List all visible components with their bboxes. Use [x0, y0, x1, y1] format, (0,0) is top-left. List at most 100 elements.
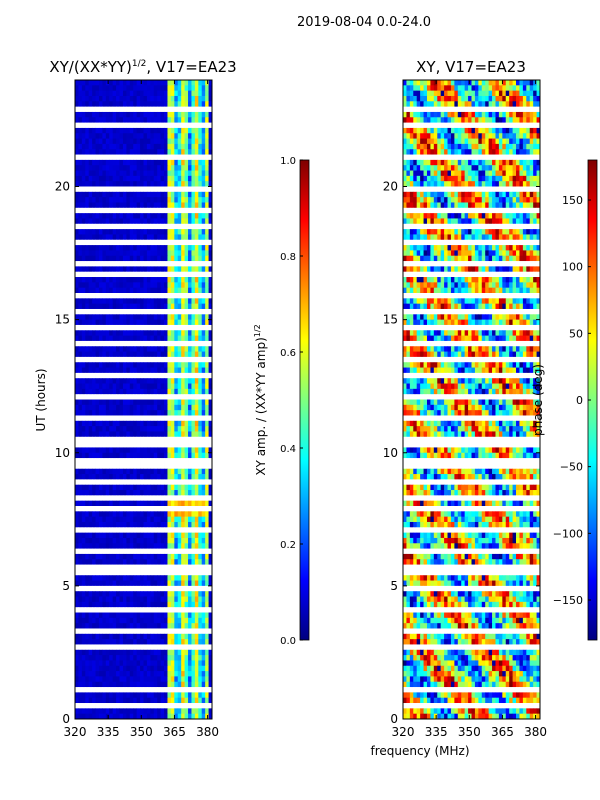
- left-heatmap-cell: [119, 543, 124, 550]
- left-heatmap-cell: [95, 85, 100, 92]
- left-heatmap-cell: [109, 277, 114, 283]
- left-heatmap-cell: [88, 383, 93, 390]
- left-heatmap-cell: [78, 394, 83, 400]
- left-heatmap-cell: [160, 271, 165, 278]
- left-heatmap-cell: [81, 671, 86, 677]
- left-heatmap-cell: [164, 633, 168, 640]
- left-heatmap-cell: [177, 324, 182, 331]
- left-heatmap-cell: [116, 202, 120, 209]
- left-heatmap-cell: [170, 681, 175, 688]
- left-heatmap-cell: [201, 293, 206, 299]
- left-heatmap-cell: [184, 207, 189, 214]
- left-heatmap-cell: [143, 239, 148, 246]
- left-heatmap-cell: [119, 591, 124, 597]
- left-heatmap-cell: [167, 681, 172, 688]
- left-heatmap-cell: [181, 293, 185, 299]
- left-heatmap-cell: [143, 250, 148, 257]
- left-heatmap-cell: [122, 580, 127, 587]
- left-heatmap-cell: [208, 234, 212, 241]
- left-heatmap-cell: [160, 591, 165, 597]
- left-heatmap-cell: [146, 159, 151, 166]
- left-heatmap-cell: [194, 628, 199, 635]
- left-heatmap-cell: [140, 543, 144, 550]
- left-heatmap-cell: [157, 266, 162, 273]
- left-heatmap-cell: [198, 633, 203, 640]
- left-heatmap-cell: [188, 383, 192, 390]
- right-heatmap-cell: [522, 80, 527, 86]
- left-heatmap-cell: [75, 559, 79, 565]
- left-heatmap-cell: [140, 90, 144, 97]
- left-heatmap-cell: [181, 601, 185, 608]
- left-heatmap-cell: [160, 697, 165, 704]
- left-heatmap-cell: [191, 463, 196, 470]
- left-heatmap-cell: [191, 474, 196, 480]
- left-heatmap-cell: [143, 85, 148, 92]
- left-heatmap-cell: [140, 372, 144, 379]
- left-heatmap-cell: [201, 660, 206, 667]
- left-heatmap-cell: [164, 218, 168, 225]
- left-heatmap-cell: [126, 261, 131, 267]
- left-heatmap-cell: [119, 484, 124, 491]
- left-heatmap-cell: [208, 85, 212, 92]
- left-heatmap-cell: [191, 639, 196, 645]
- left-heatmap-cell: [201, 404, 206, 411]
- left-heatmap-cell: [157, 213, 162, 219]
- left-heatmap-cell: [157, 511, 162, 518]
- left-heatmap-cell: [184, 633, 189, 640]
- left-heatmap-cell: [88, 506, 93, 512]
- right-heatmap-cell: [433, 95, 438, 102]
- left-heatmap-cell: [167, 229, 172, 235]
- left-heatmap-cell: [116, 143, 120, 150]
- left-heatmap-cell: [205, 159, 209, 166]
- left-heatmap-cell: [98, 708, 103, 715]
- left-heatmap-cell: [143, 639, 148, 645]
- left-heatmap-cell: [188, 111, 192, 118]
- left-heatmap-cell: [160, 521, 165, 528]
- left-heatmap-cell: [153, 213, 158, 219]
- left-heatmap-cell: [126, 356, 131, 363]
- left-heatmap-cell: [170, 122, 175, 129]
- left-heatmap-cell: [191, 479, 196, 486]
- left-heatmap-cell: [205, 447, 209, 454]
- left-heatmap-cell: [98, 308, 103, 315]
- left-heatmap-cell: [177, 474, 182, 480]
- left-heatmap-cell: [198, 447, 203, 454]
- left-heatmap-cell: [119, 245, 124, 251]
- left-heatmap-cell: [174, 703, 179, 709]
- left-heatmap-cell: [140, 415, 144, 422]
- left-heatmap-cell: [184, 548, 189, 555]
- left-heatmap-cell: [191, 293, 196, 299]
- left-heatmap-cell: [119, 335, 124, 342]
- left-heatmap-cell: [184, 601, 189, 608]
- left-heatmap-cell: [208, 303, 212, 310]
- left-heatmap-cell: [208, 186, 212, 193]
- left-heatmap-cell: [146, 468, 151, 475]
- left-heatmap-cell: [81, 511, 86, 518]
- left-heatmap-cell: [78, 117, 83, 124]
- left-heatmap-cell: [198, 234, 203, 241]
- left-heatmap-cell: [150, 500, 155, 507]
- left-heatmap-cell: [119, 655, 124, 661]
- left-heatmap-cell: [191, 346, 196, 352]
- left-heatmap-cell: [160, 655, 165, 661]
- left-heatmap-cell: [119, 255, 124, 262]
- left-heatmap-cell: [81, 415, 86, 422]
- left-heatmap-cell: [194, 490, 199, 496]
- left-heatmap-cell: [119, 521, 124, 528]
- left-heatmap-cell: [198, 623, 203, 629]
- left-heatmap-cell: [164, 692, 168, 699]
- left-heatmap-cell: [75, 308, 79, 315]
- left-heatmap-cell: [102, 271, 107, 278]
- left-heatmap-cell: [88, 261, 93, 267]
- left-heatmap-cell: [129, 655, 134, 661]
- left-heatmap-cell: [164, 223, 168, 230]
- left-heatmap-cell: [81, 245, 86, 251]
- left-heatmap-cell: [133, 633, 138, 640]
- left-heatmap-cell: [88, 521, 93, 528]
- left-heatmap-cell: [105, 394, 110, 400]
- left-heatmap-cell: [174, 468, 179, 475]
- left-heatmap-cell: [109, 500, 114, 507]
- left-heatmap-cell: [191, 511, 196, 518]
- left-heatmap-cell: [205, 122, 209, 129]
- left-heatmap-cell: [116, 159, 120, 166]
